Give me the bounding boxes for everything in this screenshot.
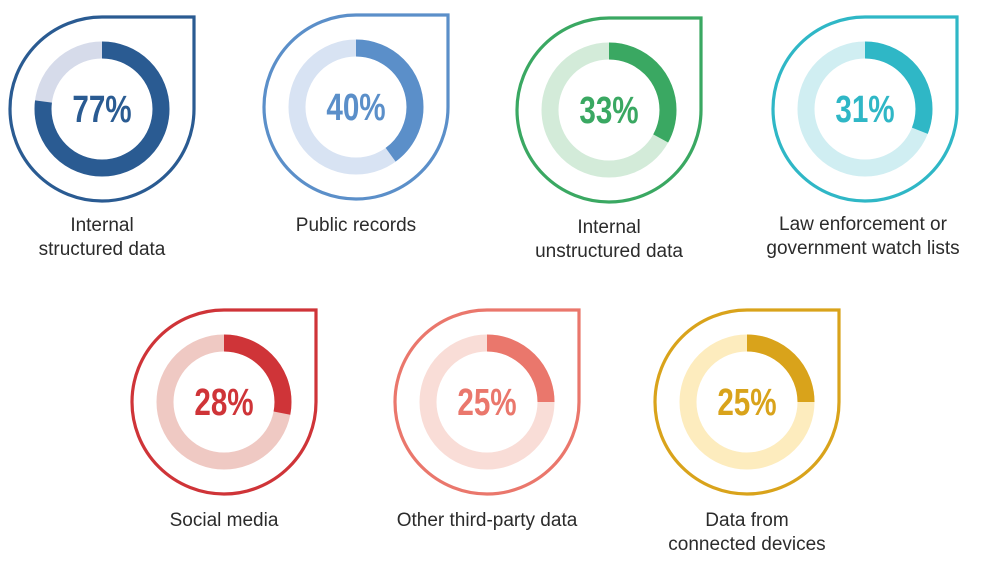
- donut-internal-unstructured-data: 33%: [515, 16, 703, 204]
- donut-other-third-party-data: 25%: [393, 308, 581, 496]
- category-label-other-third-party-data: Other third-party data: [357, 509, 617, 533]
- category-label-law-enforcement-or-government-watch-lists: Law enforcement or government watch lists: [733, 213, 993, 261]
- category-label-social-media: Social media: [94, 509, 354, 533]
- teardrop-outline: [130, 308, 318, 496]
- donut-value-arc: [679, 334, 815, 470]
- donut-value-arc: [288, 39, 424, 175]
- value-label: 25%: [457, 382, 516, 424]
- category-label-data-from-connected-devices: Data from connected devices: [617, 509, 877, 557]
- category-label-internal-structured-data: Internal structured data: [0, 214, 232, 262]
- value-label: 28%: [194, 382, 253, 424]
- label-line: unstructured data: [535, 241, 683, 262]
- label-line: Other third-party data: [396, 510, 578, 531]
- donut-value-arc: [156, 334, 292, 470]
- donut-data-from-connected-devices: 25%: [653, 308, 841, 496]
- label-line: Law enforcement or: [779, 214, 947, 235]
- value-label: 31%: [835, 89, 894, 131]
- teardrop-outline: [653, 308, 841, 496]
- label-line: Internal: [70, 215, 134, 236]
- category-label-public-records: Public records: [226, 214, 486, 238]
- label-line: Social media: [169, 510, 279, 531]
- category-label-internal-unstructured-data: Internal unstructured data: [479, 216, 739, 264]
- teardrop-outline: [515, 16, 703, 204]
- donut-social-media: 28%: [130, 308, 318, 496]
- label-line: government watch lists: [766, 238, 960, 259]
- teardrop-outline: [262, 13, 450, 201]
- value-label: 25%: [717, 382, 776, 424]
- donut-value-arc: [34, 41, 170, 177]
- value-label: 77%: [72, 89, 131, 131]
- donut-law-enforcement-or-government-watch-lists: 31%: [771, 15, 959, 203]
- donut-internal-structured-data: 77%: [8, 15, 196, 203]
- label-line: connected devices: [668, 534, 826, 555]
- teardrop-outline: [771, 15, 959, 203]
- donut-public-records: 40%: [262, 13, 450, 201]
- donut-value-arc: [419, 334, 555, 470]
- value-label: 33%: [579, 90, 638, 132]
- label-line: Data from: [705, 510, 789, 531]
- label-line: Public records: [295, 215, 417, 236]
- donut-value-arc: [541, 42, 677, 178]
- value-label: 40%: [326, 87, 385, 129]
- teardrop-outline: [8, 15, 196, 203]
- donut-value-arc: [797, 41, 933, 177]
- label-line: Internal: [577, 217, 641, 238]
- label-line: structured data: [38, 239, 166, 260]
- teardrop-outline: [393, 308, 581, 496]
